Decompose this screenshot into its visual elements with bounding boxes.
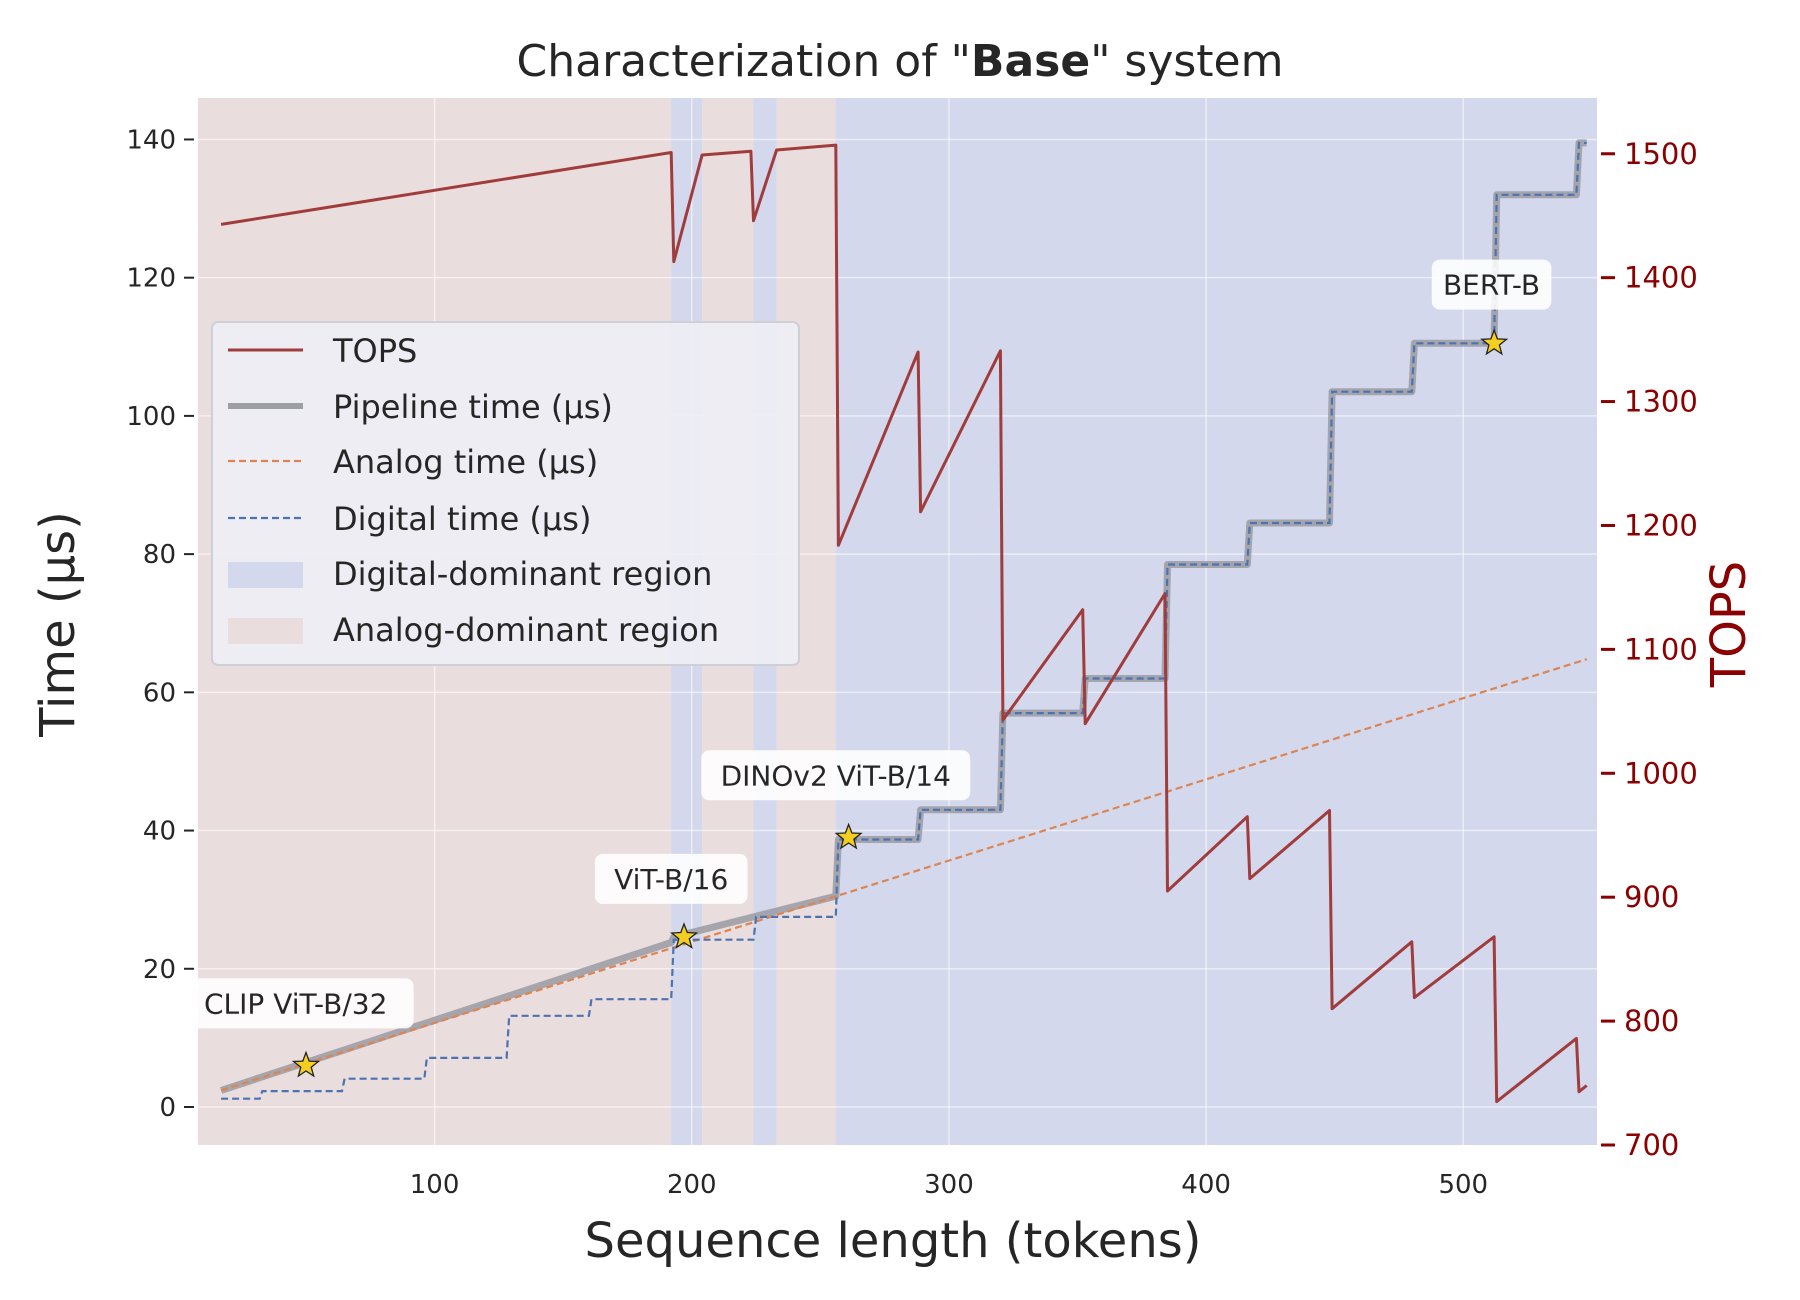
chart-title: Characterization of "Base" system — [517, 36, 1284, 87]
right-axis-title: TOPS — [1701, 561, 1757, 689]
right-tick-label: 900 — [1624, 880, 1679, 914]
x-tick-label: 300 — [924, 1170, 974, 1200]
digital-region-band — [835, 98, 1597, 1145]
annotation-label: BERT-B — [1443, 269, 1540, 302]
y-tick-label: 40 — [143, 817, 176, 847]
x-tick-label: 100 — [410, 1170, 460, 1200]
y-axis-title: Time (µs) — [30, 511, 86, 738]
legend-label-analog: Analog time (µs) — [333, 443, 598, 481]
x-axis-title: Sequence length (tokens) — [585, 1213, 1202, 1269]
x-tick-label: 400 — [1181, 1170, 1231, 1200]
y-tick-label: 140 — [126, 125, 176, 155]
x-tick-label: 500 — [1438, 1170, 1488, 1200]
y-tick-label: 120 — [126, 264, 176, 294]
right-axis-ticks: 700 800 900 1000 1100 1200 1300 1400 1500 — [1601, 137, 1698, 1162]
model-star-marker — [291, 1050, 321, 1078]
x-tick-label: 200 — [667, 1170, 717, 1200]
y-tick-label: 0 — [159, 1093, 176, 1123]
right-tick-label: 1000 — [1624, 756, 1698, 790]
markers — [291, 328, 1509, 1078]
analog-time-line — [220, 658, 1588, 1092]
right-tick-label: 1400 — [1624, 261, 1698, 295]
right-tick-label: 800 — [1624, 1004, 1679, 1038]
x-axis-ticks: 100 200 300 400 500 — [410, 1170, 1488, 1200]
y-axis-ticks: 0 20 40 60 80 100 120 140 — [126, 125, 194, 1123]
right-tick-label: 1200 — [1624, 508, 1698, 542]
annotation-box — [594, 853, 748, 904]
annotation-box — [1431, 259, 1552, 310]
legend-label-pipeline: Pipeline time (µs) — [333, 388, 613, 426]
annotation-label: ViT-B/16 — [614, 863, 728, 896]
y-tick-label: 20 — [143, 955, 176, 985]
tops-line — [220, 143, 1588, 1104]
model-star-marker — [1480, 328, 1509, 356]
annotation-label: DINOv2 ViT-B/14 — [721, 759, 951, 792]
legend-label-digital: Digital time (µs) — [333, 500, 591, 538]
annotation-box — [177, 978, 414, 1029]
annotations: CLIP ViT-B/32 ViT-B/16 DINOv2 ViT-B/14 BERT… — [177, 259, 1552, 1029]
right-tick-label: 1500 — [1624, 137, 1698, 171]
annotation-label: CLIP ViT-B/32 — [204, 987, 387, 1020]
legend-swatch-analog-region — [228, 618, 303, 644]
y-tick-label: 60 — [143, 678, 176, 708]
right-tick-label: 700 — [1624, 1128, 1679, 1162]
legend: TOPS Pipeline time (µs) Analog time (µs)… — [211, 321, 800, 666]
digital-time-line — [221, 141, 1587, 1100]
legend-swatch-digital-region — [228, 562, 303, 588]
model-star-marker — [669, 922, 699, 949]
legend-label-tops: TOPS — [332, 332, 417, 370]
legend-label-analog-region: Analog-dominant region — [333, 611, 719, 649]
y-tick-label: 100 — [126, 402, 176, 432]
annotation-box — [701, 750, 971, 801]
model-star-marker — [834, 822, 863, 850]
right-tick-label: 1100 — [1624, 632, 1698, 666]
gridlines — [198, 98, 1597, 1145]
right-tick-label: 1300 — [1624, 385, 1698, 419]
legend-box — [211, 321, 800, 666]
y-tick-label: 80 — [143, 540, 176, 570]
legend-label-digital-region: Digital-dominant region — [333, 555, 712, 593]
